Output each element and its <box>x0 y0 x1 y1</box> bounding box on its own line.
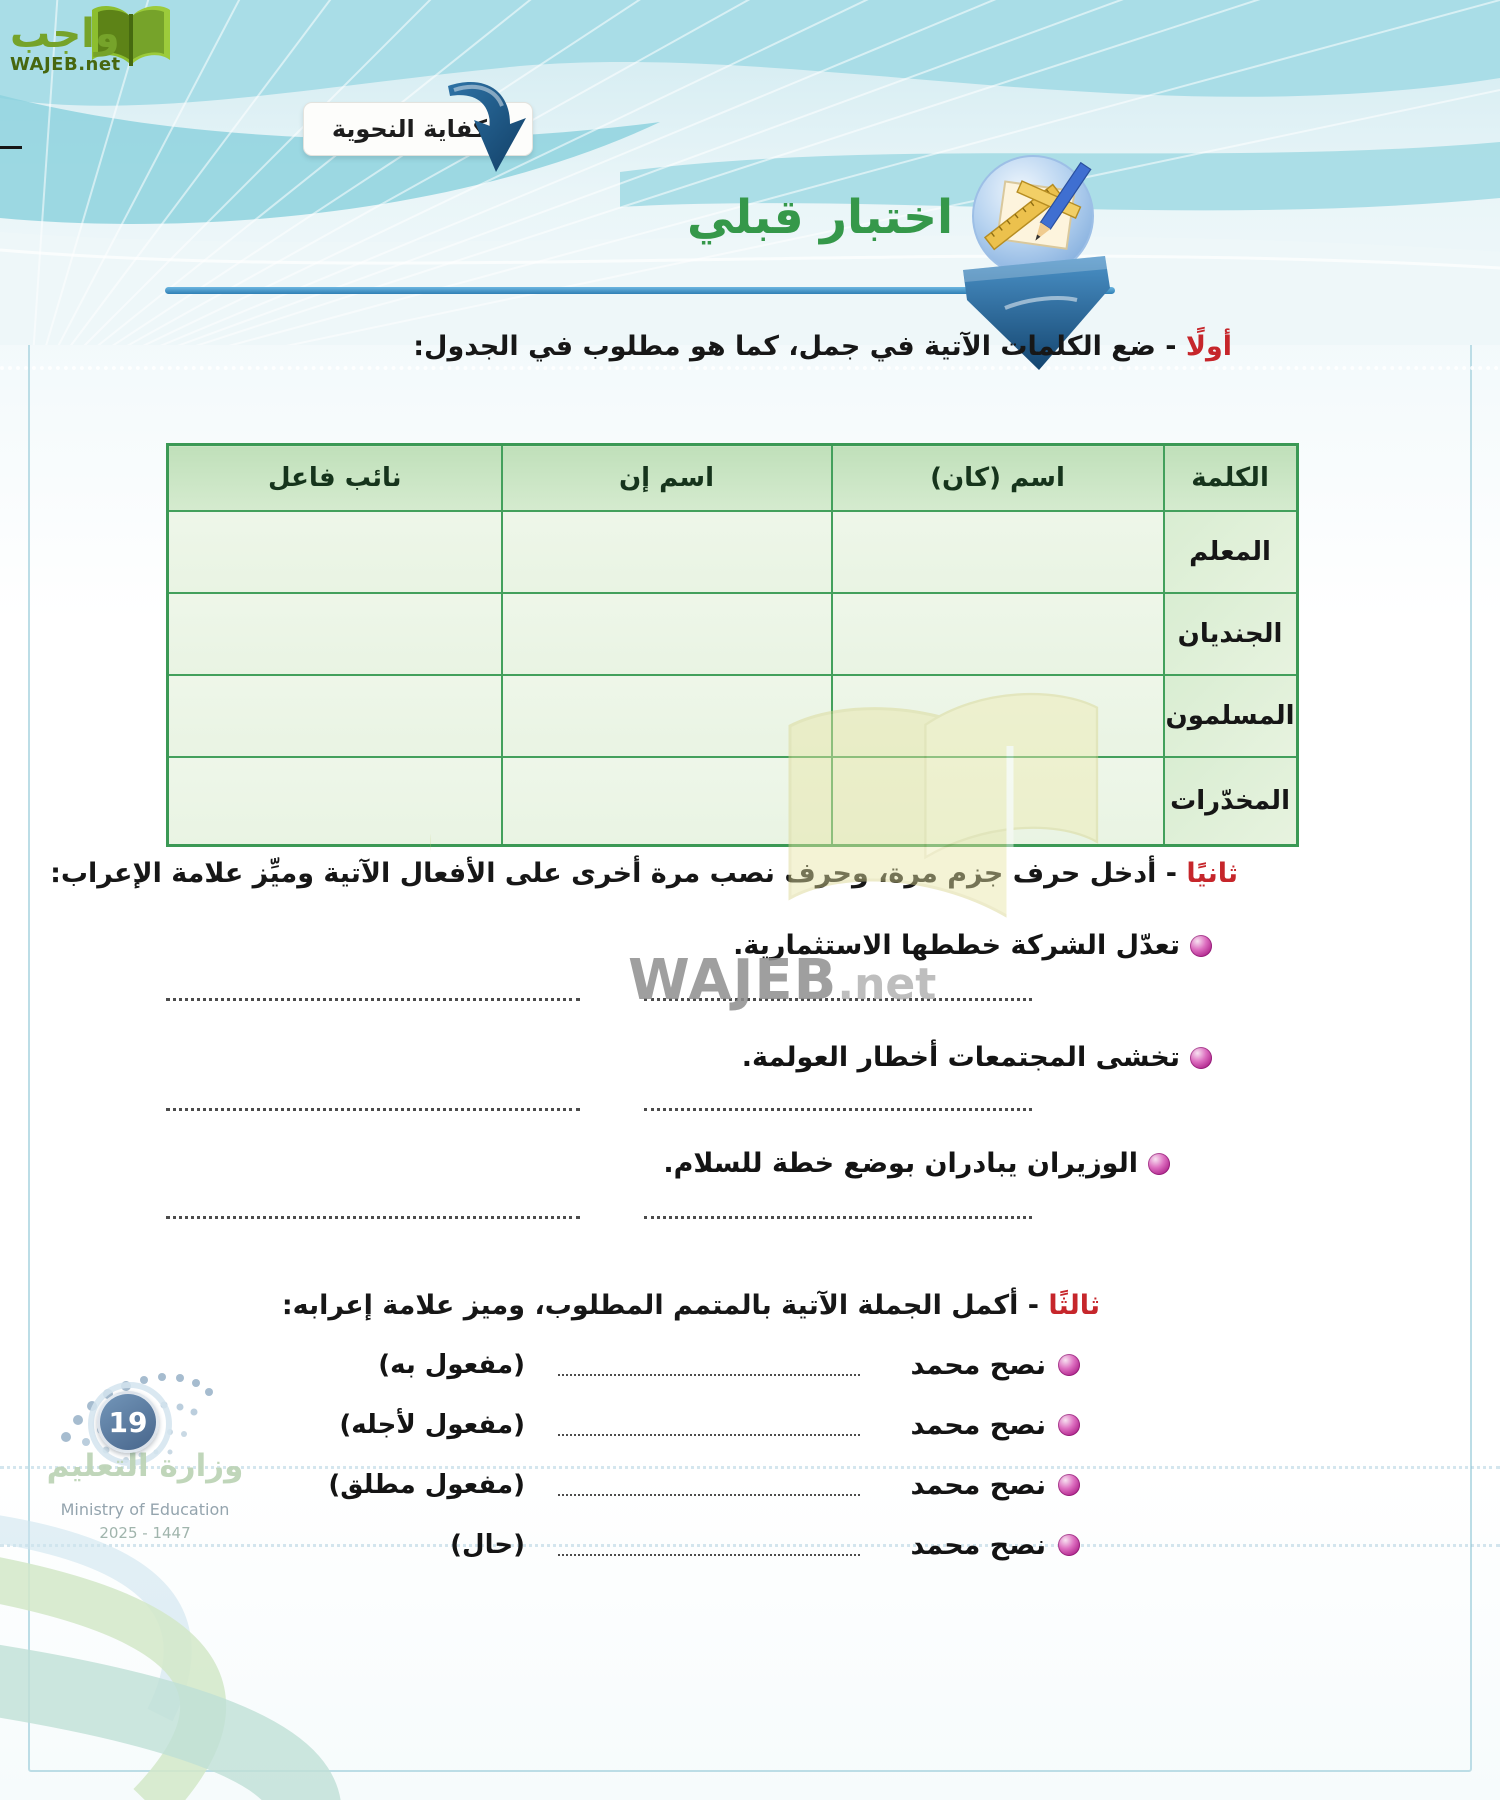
pink-bullet-icon <box>1058 1474 1080 1496</box>
table-word-cell: المعلم <box>1162 510 1299 594</box>
table-header-ism-inna: اسم إن <box>500 443 833 512</box>
section-three-separator: - <box>1027 1290 1040 1321</box>
section-three-heading: ثالثًا - أكمل الجملة الآتية بالمتمم المط… <box>282 1290 1100 1321</box>
pink-bullet-icon <box>1190 934 1212 957</box>
wajeb-logo-latin: WAJEB.net <box>10 54 121 75</box>
answer-blank-line <box>166 996 580 1001</box>
table-row: المعلم <box>166 510 1299 594</box>
section-two-separator: - <box>1165 858 1178 889</box>
completion-item: نصح محمد (حال) <box>295 1530 1080 1564</box>
corner-curve-decoration <box>0 1515 341 1800</box>
section-one-separator: - <box>1165 331 1177 362</box>
table-empty-cell <box>166 592 503 676</box>
tab-arrow-icon <box>448 82 526 172</box>
table-header-ism-kana: اسم (كان) <box>830 443 1165 512</box>
table-word-cell: المسلمون <box>1162 674 1299 758</box>
words-table: الكلمة اسم (كان) اسم إن نائب فاعل المعلم… <box>166 443 1299 847</box>
sentence-item: تعدّل الشركة خططها الاستثمارية. <box>733 930 1212 961</box>
sentence-item: الوزيران يبادران بوضع خطة للسلام. <box>663 1148 1170 1179</box>
wajeb-logo-arabic: واجب <box>10 11 120 57</box>
page-number-ring <box>88 1382 172 1466</box>
faint-strip-decoration <box>0 1544 1500 1547</box>
section-one-label: أولًا <box>1185 331 1232 362</box>
answer-blank-line <box>644 1106 1032 1111</box>
section-three-instruction: أكمل الجملة الآتية بالمتمم المطلوب، وميز… <box>281 1290 1019 1321</box>
completion-sentence: نصح محمد <box>910 1350 1046 1381</box>
table-empty-cell <box>500 592 833 676</box>
wajeb-logo: واجب WAJEB.net <box>10 14 170 75</box>
sentence-item: تخشى المجتمعات أخطار العولمة. <box>742 1042 1212 1073</box>
grammar-hint: (مفعول مطلق) <box>328 1470 525 1500</box>
table-empty-cell <box>166 674 503 758</box>
page-title: اختبار قبلي <box>686 190 954 245</box>
wajeb-book-icon <box>92 6 170 66</box>
table-header-naib-fael: نائب فاعل <box>166 443 503 512</box>
pink-bullet-icon <box>1058 1414 1080 1436</box>
ministry-name-english: Ministry of Education <box>60 1500 230 1519</box>
print-registration-mark <box>0 146 22 149</box>
table-empty-cell <box>830 674 1165 758</box>
answer-blank-line <box>166 1106 580 1111</box>
table-empty-cell <box>500 674 833 758</box>
table-empty-cell <box>500 510 833 594</box>
table-header-word: الكلمة <box>1162 443 1299 512</box>
table-word-cell: المخدّرات <box>1162 756 1299 847</box>
table-row: المخدّرات <box>166 756 1299 847</box>
completion-item: نصح محمد (مفعول لأجله) <box>295 1410 1080 1444</box>
title-underline <box>165 287 1115 294</box>
table-empty-cell <box>500 756 833 847</box>
grammar-hint: (مفعول لأجله) <box>339 1410 525 1440</box>
table-empty-cell <box>166 756 503 847</box>
answer-blank-line <box>644 996 1032 1001</box>
pink-bullet-icon <box>1148 1152 1170 1175</box>
answer-blank-line <box>558 1554 860 1556</box>
grammar-hint: (مفعول به) <box>378 1350 525 1380</box>
answer-blank-line <box>644 1214 1032 1219</box>
table-empty-cell <box>166 510 503 594</box>
table-word-cell: الجنديان <box>1162 592 1299 676</box>
pink-bullet-icon <box>1058 1534 1080 1556</box>
table-empty-cell <box>830 510 1165 594</box>
banner-fan-lines <box>32 0 1500 345</box>
grammar-hint: (حال) <box>450 1530 525 1560</box>
completion-sentence: نصح محمد <box>910 1410 1046 1441</box>
answer-blank-line <box>558 1374 860 1376</box>
edition-year: 2025 - 1447 <box>99 1524 191 1542</box>
section-three-label: ثالثًا <box>1048 1290 1100 1321</box>
answer-blank-line <box>558 1434 860 1436</box>
section-two-heading: ثانيًا - أدخل حرف جزم مرة، وحرف نصب مرة … <box>50 858 1238 889</box>
answer-blank-line <box>166 1214 580 1219</box>
completion-sentence: نصح محمد <box>910 1530 1046 1561</box>
ministry-name-arabic: وزارة التعليم <box>46 1448 244 1484</box>
section-one-heading: أولًا - ضع الكلمات الآتية في جمل، كما هو… <box>413 331 1232 362</box>
completion-item: نصح محمد (مفعول مطلق) <box>295 1470 1080 1504</box>
faint-strip-decoration <box>0 1466 1500 1469</box>
completion-item: نصح محمد (مفعول به) <box>295 1350 1080 1384</box>
dotted-strip-decoration <box>0 366 1500 370</box>
table-row: المسلمون <box>166 674 1299 758</box>
table-row: الجنديان <box>166 592 1299 676</box>
pretest-pencil-ruler-icon <box>963 155 1110 370</box>
section-two-label: ثانيًا <box>1186 858 1238 889</box>
sentence-text: تخشى المجتمعات أخطار العولمة. <box>741 1042 1180 1073</box>
sentence-text: تعدّل الشركة خططها الاستثمارية. <box>733 930 1180 961</box>
section-one-instruction: ضع الكلمات الآتية في جمل، كما هو مطلوب ف… <box>413 331 1156 362</box>
completion-sentence: نصح محمد <box>910 1470 1046 1501</box>
table-empty-cell <box>830 592 1165 676</box>
table-header-row: الكلمة اسم (كان) اسم إن نائب فاعل <box>166 443 1299 512</box>
table-empty-cell <box>830 756 1165 847</box>
section-two-instruction: أدخل حرف جزم مرة، وحرف نصب مرة أخرى على … <box>50 858 1157 889</box>
pink-bullet-icon <box>1058 1354 1080 1376</box>
page-number-badge: 19 <box>97 1391 159 1453</box>
sentence-text: الوزيران يبادران بوضع خطة للسلام. <box>663 1148 1138 1179</box>
competency-tab-label: الكفاية النحوية <box>331 115 505 143</box>
pink-bullet-icon <box>1190 1046 1212 1069</box>
answer-blank-line <box>558 1494 860 1496</box>
